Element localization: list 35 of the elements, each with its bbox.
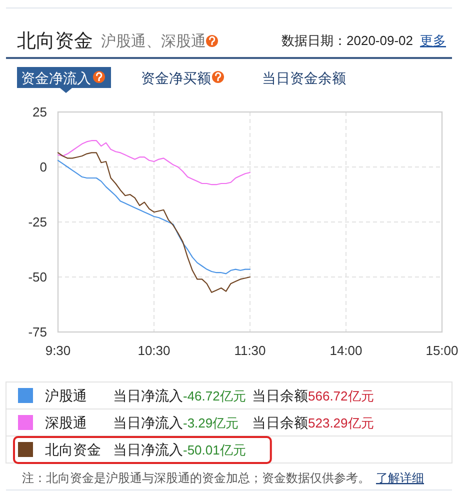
y-tick-label: 25 <box>32 104 47 120</box>
chart-subtitle: 沪股通、深股通 <box>101 33 206 50</box>
text: 资金净买额 <box>141 70 211 86</box>
text: 当日净流入 <box>113 414 183 430</box>
text: 更多 <box>420 33 446 48</box>
text: 566.72亿元 <box>308 388 374 404</box>
legend-label: 沪股通 <box>45 388 87 404</box>
text: -50.01亿元 <box>183 442 246 458</box>
text: 了解详细 <box>376 471 424 485</box>
x-tick-label: 15:00 <box>426 343 458 358</box>
x-tick-label: 10:30 <box>138 343 170 358</box>
text: 当日净流入 <box>113 442 183 458</box>
x-tick-label: 9:30 <box>45 343 71 358</box>
line-series <box>57 140 251 186</box>
line-series <box>57 160 251 274</box>
y-tick-label: 0 <box>40 160 47 174</box>
x-tick-label: 14:00 <box>330 343 362 358</box>
chart-title: 北向资金 <box>17 31 93 52</box>
text: -46.72亿元 <box>183 388 246 404</box>
text: 当日余额 <box>252 388 308 404</box>
y-tick-label: -25 <box>28 214 47 230</box>
text: 数据日期：2020-09-02 <box>282 33 413 48</box>
text: 523.29亿元 <box>308 416 374 430</box>
y-tick-label: -50 <box>28 270 47 284</box>
text: 当日资金余额 <box>262 70 346 86</box>
text: 资金净流入 <box>21 70 91 86</box>
text: -3.29亿元 <box>183 416 239 430</box>
legend-label: 北向资金 <box>45 442 101 458</box>
text: 当日余额 <box>252 414 308 430</box>
text: 注：北向资金是沪股通与深股通的资金加总；资金数据仅供参考。 <box>22 471 370 485</box>
y-tick-label: -75 <box>28 324 47 340</box>
text: 当日净流入 <box>113 388 183 404</box>
line-series <box>57 152 251 293</box>
legend-label: 深股通 <box>45 414 87 430</box>
x-tick-label: 11:30 <box>234 343 266 358</box>
